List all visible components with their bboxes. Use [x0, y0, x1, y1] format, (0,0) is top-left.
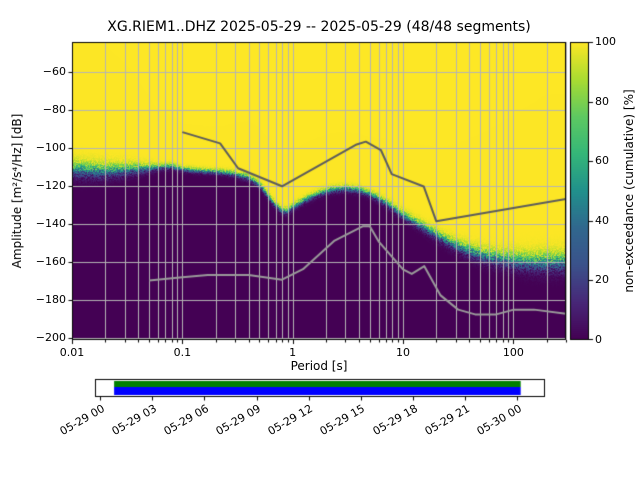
x-axis-label: Period [s]: [290, 359, 348, 373]
y-axis-label-text: Amplitude [m²/s⁴/Hz] [dB]: [10, 113, 24, 269]
colorbar-label-text: non-exceedance (cumulative) [%]: [622, 89, 636, 293]
chart-title: XG.RIEM1..DHZ 2025-05-29 -- 2025-05-29 (…: [107, 19, 531, 35]
